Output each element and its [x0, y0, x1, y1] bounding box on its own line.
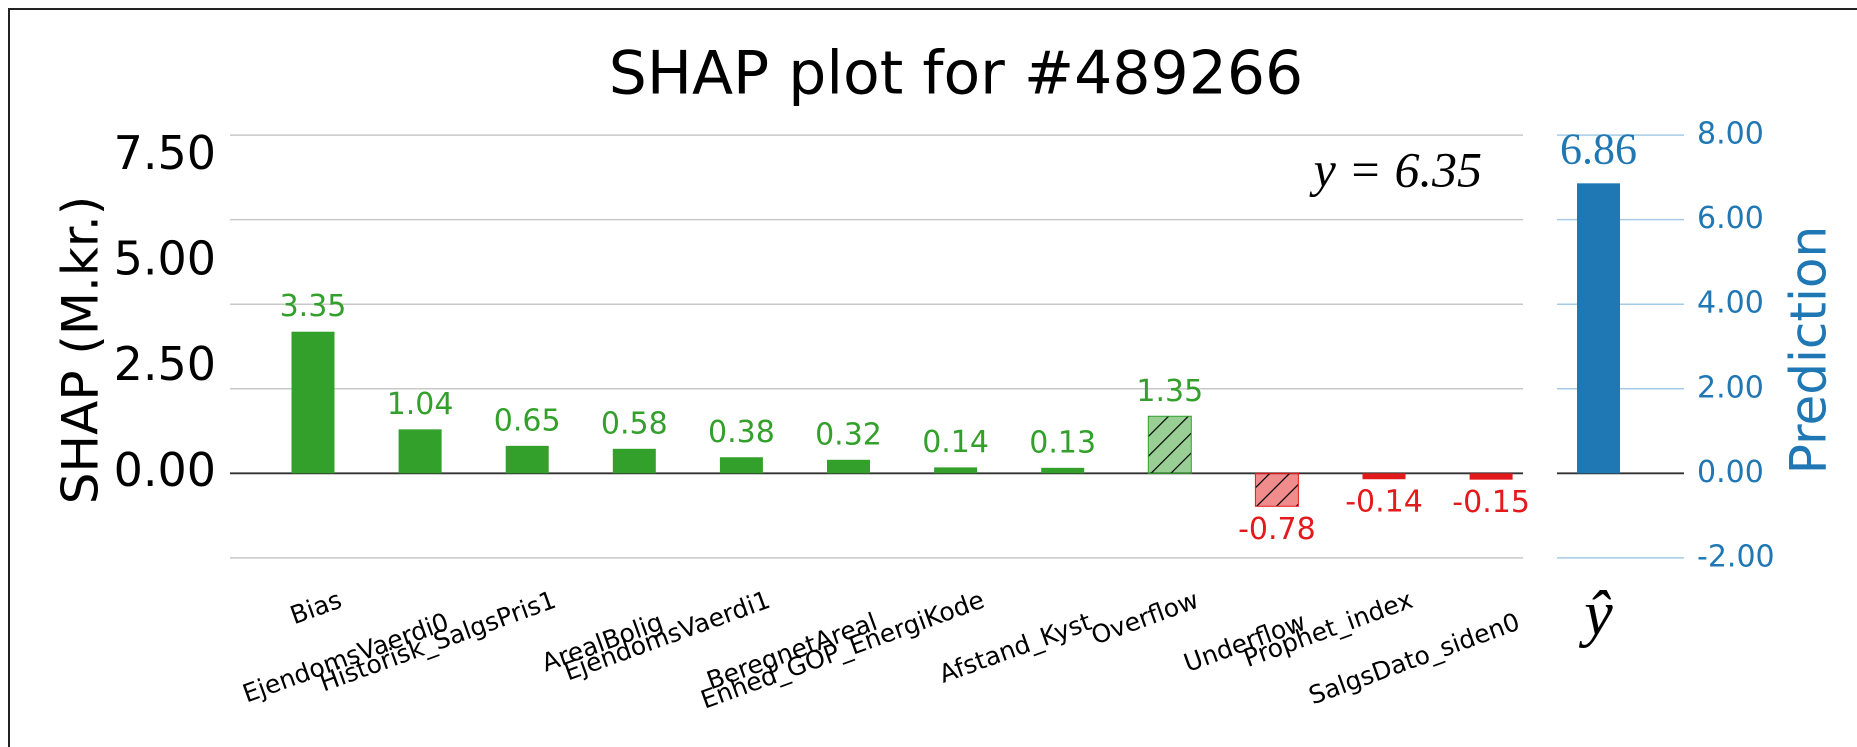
- y2-tick-label: 6.00: [1697, 201, 1764, 236]
- bar: [612, 448, 656, 474]
- bar: [1362, 473, 1406, 480]
- bar-hatch: [1147, 415, 1192, 474]
- value-label: -0.15: [1452, 485, 1530, 520]
- value-label: 1.35: [1136, 374, 1203, 409]
- bar: [827, 459, 870, 474]
- y-tick-label: 5.00: [114, 231, 216, 285]
- value-label: 0.38: [708, 415, 775, 450]
- value-label: -0.78: [1238, 512, 1316, 547]
- value-label: 0.14: [922, 425, 989, 460]
- y2-tick-label: -2.00: [1697, 539, 1775, 574]
- chart-title: SHAP plot for #489266: [609, 39, 1303, 109]
- y2-axis-label: Prediction: [1780, 226, 1838, 474]
- y2-tick-label: 0.00: [1697, 455, 1764, 490]
- y-axis-label: SHAP (M.kr.): [52, 196, 110, 504]
- y-tick-label: 7.50: [114, 126, 216, 180]
- bar: [934, 467, 978, 474]
- y-tick-label: 0.00: [114, 443, 216, 497]
- value-label: 0.65: [494, 403, 561, 438]
- y-tick-label: 2.50: [114, 337, 216, 391]
- annotation: y = 6.35: [1309, 141, 1482, 197]
- value-label: 0.32: [815, 417, 882, 452]
- bar: [398, 429, 442, 474]
- value-label: 1.04: [387, 387, 454, 422]
- y2-tick-label: 4.00: [1697, 286, 1764, 321]
- bar: [505, 445, 549, 474]
- bar: [719, 457, 763, 474]
- value-label: 3.35: [280, 289, 347, 324]
- y2-tick-label: 2.00: [1697, 370, 1764, 405]
- bar-hatch: [1254, 472, 1299, 507]
- value-label: 0.13: [1029, 425, 1096, 460]
- bar: [1041, 467, 1085, 474]
- y2-tick-label: 8.00: [1697, 117, 1764, 152]
- x-tick-label: ŷ: [1578, 578, 1613, 649]
- bar: [1469, 473, 1513, 480]
- bar: [291, 331, 335, 474]
- bar: [1577, 183, 1620, 474]
- value-label: -0.14: [1345, 485, 1423, 520]
- value-label: 6.86: [1560, 124, 1637, 173]
- value-label: 0.58: [601, 406, 668, 441]
